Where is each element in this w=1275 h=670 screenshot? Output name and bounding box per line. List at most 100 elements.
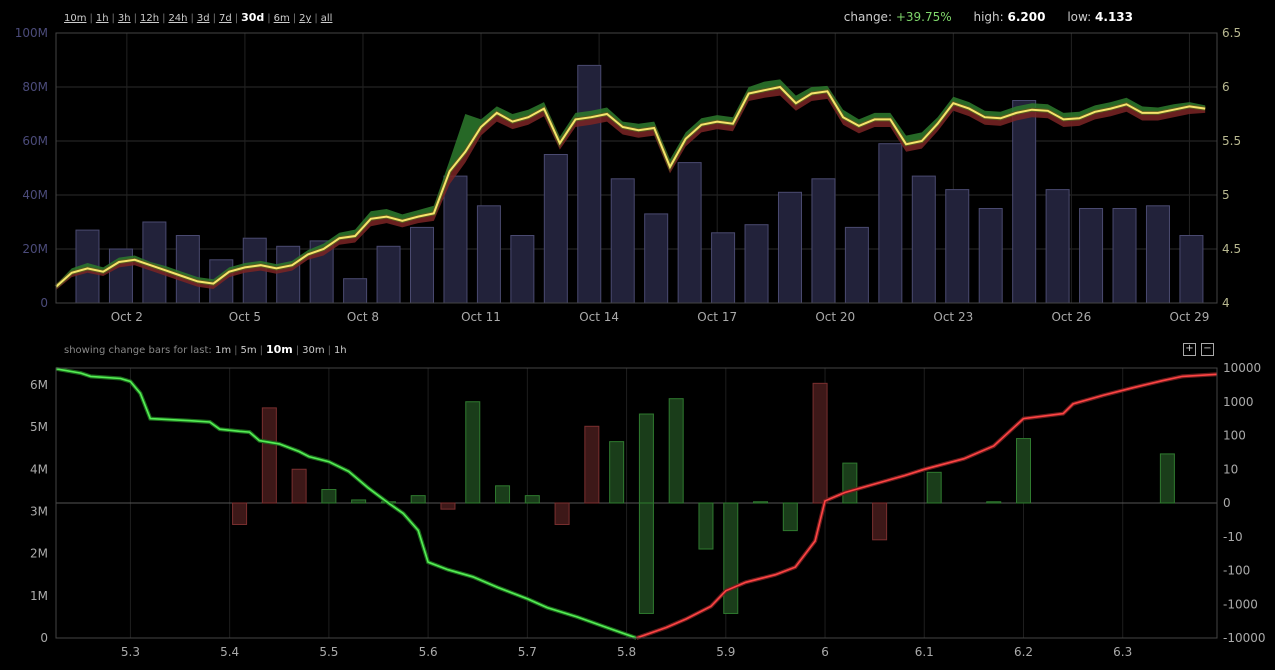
x-tick-label: Oct 5 bbox=[229, 310, 261, 324]
range-option-3h[interactable]: 3h bbox=[117, 13, 131, 24]
interval-separator: | bbox=[234, 345, 238, 356]
interval-separator: | bbox=[295, 345, 300, 356]
volume-bar bbox=[1079, 208, 1104, 304]
change-bar bbox=[321, 489, 337, 504]
interval-selector: showing change bars for last: 1m | 5m | 10m |… bbox=[64, 343, 347, 356]
change-value: +39.75% bbox=[895, 10, 952, 24]
change-bar bbox=[842, 462, 858, 504]
volume-bar bbox=[1045, 189, 1070, 304]
zoom-out-button[interactable]: − bbox=[1201, 343, 1214, 356]
change-bar bbox=[291, 468, 307, 504]
range-separator: | bbox=[89, 13, 93, 24]
range-option-10m[interactable]: 10m bbox=[64, 13, 87, 24]
change-bar bbox=[1159, 453, 1175, 504]
volume-bar bbox=[175, 235, 200, 304]
volume-bar bbox=[376, 245, 401, 304]
volume-bar bbox=[343, 278, 368, 304]
change-bar bbox=[668, 398, 684, 504]
change-bar bbox=[638, 502, 654, 614]
x-tick-label: 6 bbox=[821, 645, 829, 659]
x-tick-label: Oct 8 bbox=[347, 310, 379, 324]
y-left-tick-label: 4M bbox=[30, 462, 48, 476]
volume-bar bbox=[978, 208, 1003, 304]
range-separator: | bbox=[111, 13, 115, 24]
price-line bbox=[55, 85, 1206, 288]
y-right-tick-label: 4 bbox=[1222, 296, 1230, 310]
interval-option-10m[interactable]: 10m bbox=[265, 343, 293, 356]
range-option-2y[interactable]: 2y bbox=[299, 13, 312, 24]
y-left-tick-label: 5M bbox=[30, 420, 48, 434]
plot-frame bbox=[55, 32, 1218, 304]
market-depth-chart: 01M2M3M4M5M6M100001000100100-10-100-1000… bbox=[30, 361, 1266, 659]
change-bar bbox=[638, 413, 654, 504]
volume-bar bbox=[510, 235, 535, 304]
high-stat: high: 6.200 bbox=[973, 10, 1049, 24]
interval-option-5m[interactable]: 5m bbox=[240, 345, 257, 356]
change-bar bbox=[812, 382, 828, 504]
volume-bar bbox=[1145, 205, 1170, 304]
change-stat: change: +39.75% bbox=[844, 10, 956, 24]
y-right-tick-label: 6 bbox=[1222, 80, 1230, 94]
y-right-tick-label: 6.5 bbox=[1222, 26, 1241, 40]
range-separator: | bbox=[162, 13, 166, 24]
range-separator: | bbox=[234, 13, 239, 24]
bid-curve bbox=[55, 368, 637, 639]
change-bar bbox=[261, 407, 277, 504]
x-tick-label: Oct 29 bbox=[1170, 310, 1210, 324]
change-bar bbox=[753, 501, 769, 504]
range-option-1h[interactable]: 1h bbox=[95, 13, 109, 24]
zoom-in-button[interactable]: + bbox=[1183, 343, 1196, 356]
volume-bar bbox=[844, 226, 869, 304]
volume-bar bbox=[276, 245, 301, 304]
x-tick-label: Oct 2 bbox=[111, 310, 143, 324]
change-bar bbox=[1016, 438, 1031, 504]
range-option-all[interactable]: all bbox=[320, 13, 333, 24]
y-right-tick-label: -1000 bbox=[1223, 597, 1258, 611]
x-tick-label: 6.2 bbox=[1014, 645, 1033, 659]
x-tick-label: 5.8 bbox=[617, 645, 636, 659]
range-option-12h[interactable]: 12h bbox=[140, 13, 160, 24]
interval-option-30m[interactable]: 30m bbox=[302, 345, 325, 356]
volume-bar bbox=[878, 143, 903, 304]
volume-bar bbox=[610, 178, 635, 304]
volume-bar bbox=[410, 226, 435, 304]
change-bar bbox=[465, 401, 481, 504]
y-left-tick-label: 6M bbox=[30, 378, 48, 392]
y-right-tick-label: 5.5 bbox=[1222, 134, 1241, 148]
interval-separator: | bbox=[259, 345, 263, 356]
y-left-tick-label: 80M bbox=[22, 80, 48, 94]
range-option-24h[interactable]: 24h bbox=[168, 13, 188, 24]
range-selector: 10m | 1h | 3h | 12h | 24h | 3d | 7d | 30d | 6m | 2y | all bbox=[64, 11, 332, 24]
range-option-3d[interactable]: 3d bbox=[196, 13, 210, 24]
change-bar bbox=[782, 502, 798, 532]
volume-bar bbox=[476, 205, 501, 304]
y-right-tick-label: 0 bbox=[1223, 496, 1231, 510]
interval-option-1m[interactable]: 1m bbox=[214, 345, 232, 356]
change-bar bbox=[723, 502, 739, 614]
plot-frame bbox=[55, 367, 1218, 639]
y-left-tick-label: 60M bbox=[22, 134, 48, 148]
high-label: high: bbox=[973, 10, 1004, 24]
change-bar bbox=[584, 425, 600, 504]
y-right-tick-label: 100 bbox=[1223, 429, 1246, 443]
x-tick-label: Oct 14 bbox=[579, 310, 619, 324]
change-bar bbox=[872, 502, 888, 541]
low-stat: low: 4.133 bbox=[1067, 10, 1133, 24]
change-bar bbox=[440, 502, 456, 510]
volume-bar bbox=[1179, 235, 1204, 304]
volume-bar bbox=[744, 224, 769, 304]
change-bar bbox=[410, 495, 426, 504]
range-option-6m[interactable]: 6m bbox=[273, 13, 290, 24]
y-left-tick-label: 100M bbox=[15, 26, 48, 40]
y-right-tick-label: -100 bbox=[1223, 564, 1250, 578]
interval-option-1h[interactable]: 1h bbox=[333, 345, 347, 356]
x-tick-label: 5.6 bbox=[419, 645, 438, 659]
range-option-30d[interactable]: 30d bbox=[241, 11, 265, 24]
y-left-tick-label: 3M bbox=[30, 504, 48, 518]
y-right-tick-label: 10000 bbox=[1223, 361, 1261, 375]
x-tick-label: 5.7 bbox=[518, 645, 537, 659]
range-option-7d[interactable]: 7d bbox=[218, 13, 232, 24]
y-right-tick-label: -10 bbox=[1223, 530, 1243, 544]
volume-bar bbox=[945, 189, 970, 304]
range-separator: | bbox=[133, 13, 137, 24]
